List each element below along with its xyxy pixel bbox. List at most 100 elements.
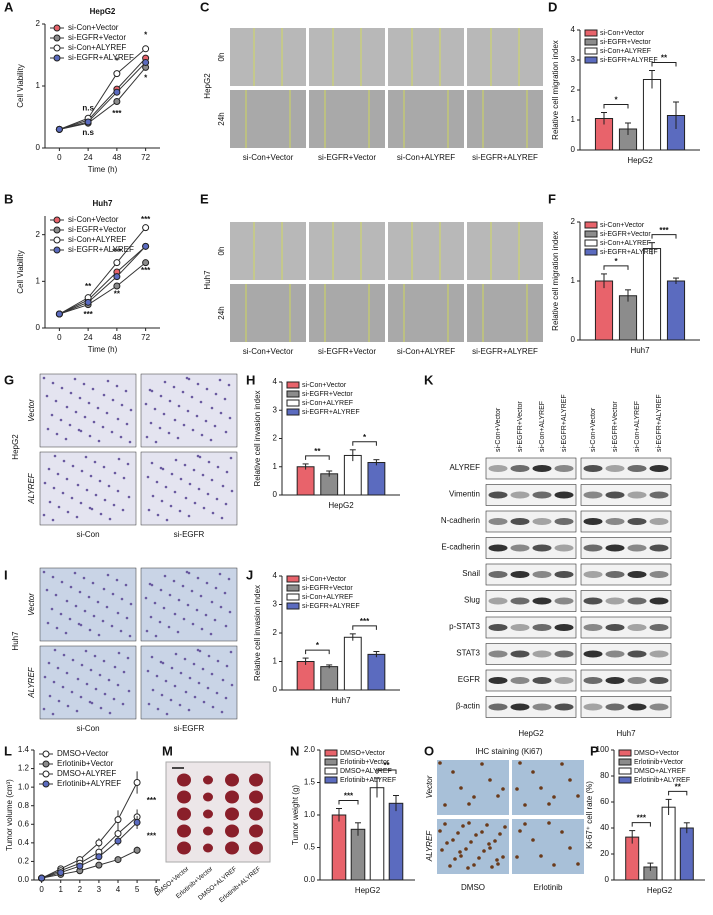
nucleus <box>518 829 522 833</box>
annotation: *** <box>83 310 93 319</box>
cell <box>89 474 93 478</box>
blot <box>485 616 577 639</box>
cell <box>110 430 114 434</box>
band <box>627 465 647 472</box>
nucleus <box>539 854 543 858</box>
legend-label: si-EGFR+Vector <box>600 231 651 238</box>
nucleus <box>501 855 505 859</box>
cell <box>120 403 124 407</box>
cell <box>147 508 151 512</box>
tumor <box>249 807 263 821</box>
y-tick-label: 1.0 <box>304 810 316 819</box>
cell <box>213 424 217 428</box>
cell <box>201 473 205 477</box>
cell <box>185 376 189 380</box>
y-tick-label: 0.6 <box>18 819 30 828</box>
cell <box>105 411 109 415</box>
nucleus <box>461 824 465 828</box>
cell <box>46 621 50 625</box>
cell <box>188 676 192 680</box>
cell <box>125 616 129 620</box>
cell <box>128 440 132 444</box>
nucleus <box>443 803 447 807</box>
y-tick-label: 3 <box>273 405 278 414</box>
panel-letter: B <box>4 191 13 206</box>
band <box>488 650 508 658</box>
nucleus <box>503 825 507 829</box>
cell <box>64 631 68 635</box>
cell <box>62 459 66 463</box>
legend-swatch <box>618 776 632 784</box>
cell <box>53 454 57 458</box>
band <box>554 597 574 605</box>
col-label: si-Con <box>76 724 99 733</box>
panel-letter: N <box>290 743 299 758</box>
band <box>649 624 669 631</box>
cell <box>101 425 105 429</box>
legend-label: si-EGFR+Vector <box>302 585 353 592</box>
cell <box>88 700 92 704</box>
bar <box>343 636 362 691</box>
cell <box>187 571 191 575</box>
cell <box>172 385 176 389</box>
cell <box>227 383 231 387</box>
panel-letter: C <box>200 0 210 14</box>
micrograph <box>230 222 306 280</box>
cell <box>80 663 84 667</box>
legend-swatch <box>618 767 632 775</box>
lane-label: si-EGFR+Vector <box>517 401 524 452</box>
band <box>605 624 625 631</box>
x-tick-label: 5 <box>135 885 140 894</box>
blot <box>580 669 672 692</box>
panel-letter: H <box>246 372 255 387</box>
y-tick-label: 100 <box>596 745 610 754</box>
band <box>605 465 625 472</box>
nucleus <box>496 862 500 866</box>
legend-label: si-Con+ALYREF <box>302 400 353 407</box>
bar <box>666 280 686 341</box>
bar <box>320 666 339 691</box>
annotation: ** <box>675 783 682 792</box>
ihc-image <box>512 819 584 874</box>
cell <box>51 575 55 579</box>
cell <box>204 419 208 423</box>
annotation: * <box>614 257 618 266</box>
cell <box>102 393 106 397</box>
legend-label: si-Con+Vector <box>68 23 119 32</box>
cell <box>57 699 61 703</box>
data-point <box>114 837 122 845</box>
panel-letter: O <box>424 743 434 758</box>
cell <box>170 472 174 476</box>
tumor <box>249 773 263 787</box>
tumor <box>225 790 239 804</box>
protein-label: EGFR <box>458 675 480 684</box>
y-tick-label: 1 <box>36 276 41 285</box>
bar <box>350 828 366 881</box>
band <box>532 597 552 605</box>
cell <box>97 633 101 637</box>
y-tick-label: 1 <box>36 81 41 90</box>
band <box>583 703 603 711</box>
data-point <box>57 869 65 877</box>
nucleus <box>568 846 572 850</box>
protein-label: STAT3 <box>456 649 480 658</box>
band <box>554 650 574 658</box>
y-axis-label: Relative cell migration index <box>551 40 560 140</box>
cell <box>196 576 200 580</box>
cell <box>107 484 111 488</box>
cell <box>57 505 61 509</box>
x-tick-label: HepG2 <box>355 886 381 895</box>
x-tick-label: 24 <box>84 333 93 342</box>
cell <box>220 516 224 520</box>
cell <box>177 598 181 602</box>
cell <box>73 571 77 575</box>
cell <box>129 408 133 412</box>
cell <box>65 599 69 603</box>
row-label: Vector <box>27 399 36 422</box>
ihc-image <box>512 760 584 815</box>
cell <box>224 430 228 434</box>
band <box>649 544 669 552</box>
cell <box>186 409 190 413</box>
legend-label: si-Con+Vector <box>600 222 645 229</box>
blot <box>485 484 577 506</box>
